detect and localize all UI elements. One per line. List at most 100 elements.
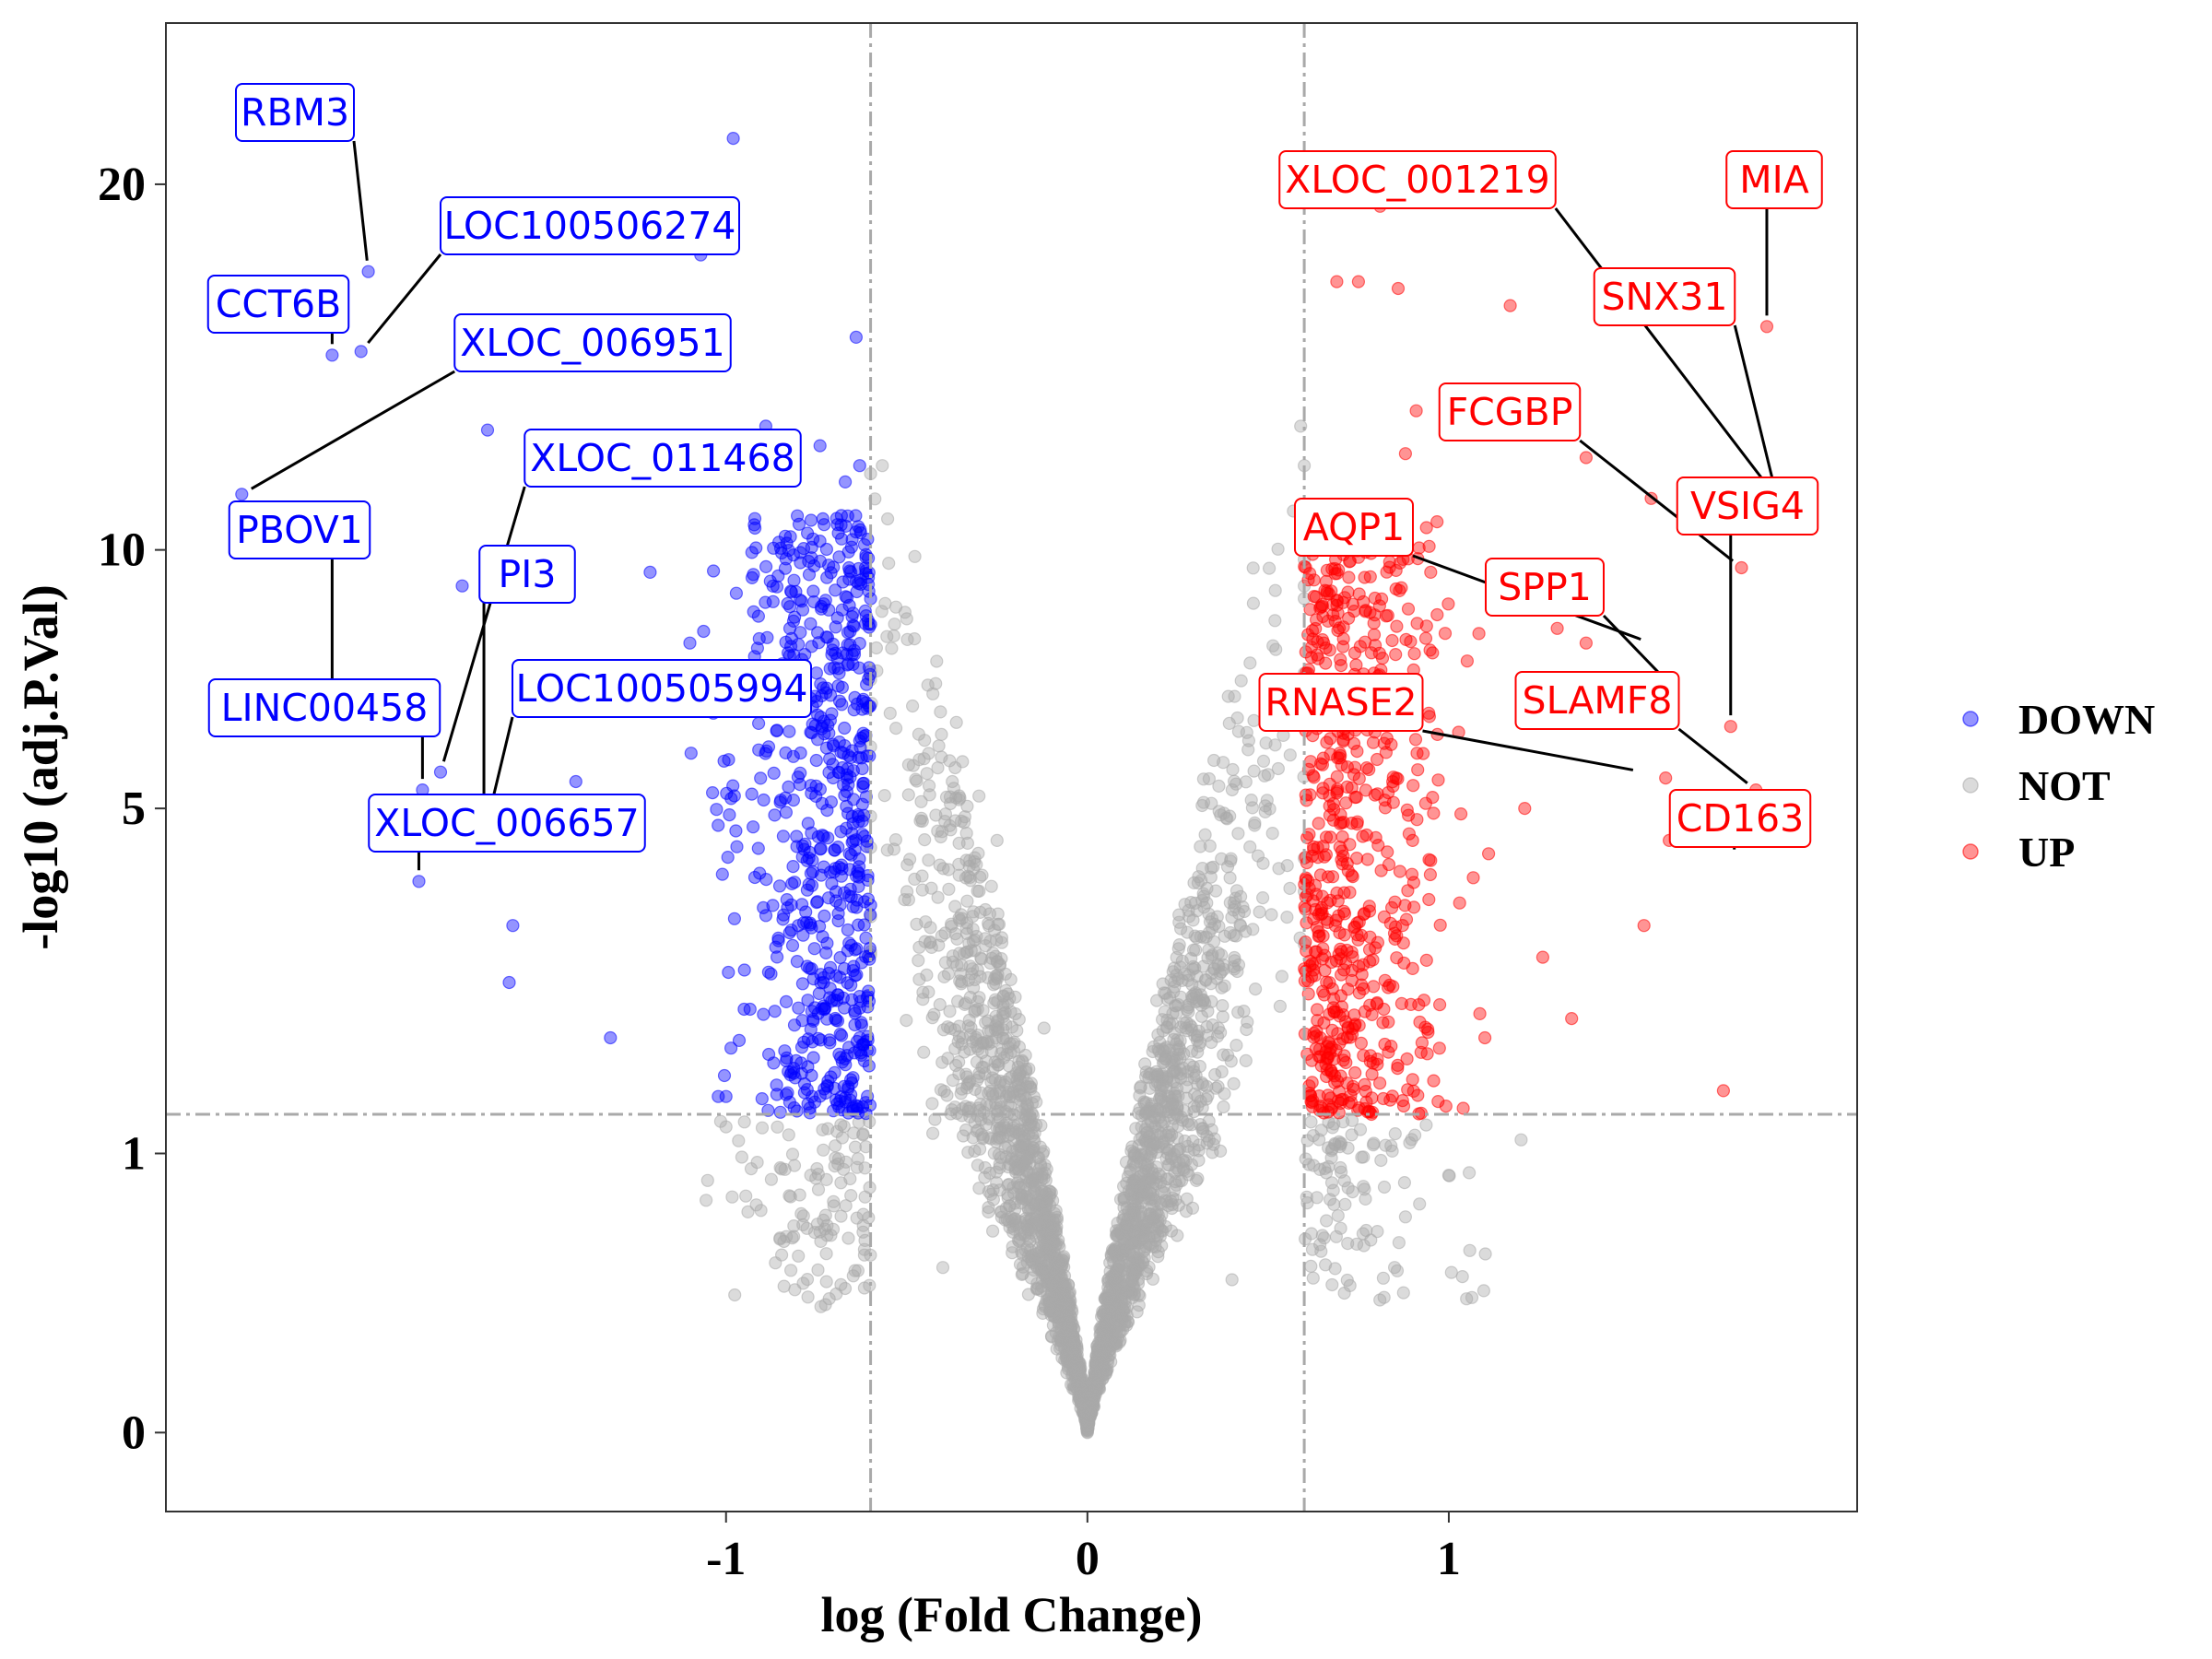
gene-label-text: XLOC_011468 [530, 436, 794, 480]
point-not [1262, 561, 1277, 575]
point-not [1146, 1272, 1160, 1286]
point-up [1477, 1030, 1492, 1045]
point-not [856, 1127, 870, 1141]
point-not [1357, 1150, 1371, 1164]
point-down [717, 1068, 732, 1083]
point-not [999, 1031, 1013, 1045]
point-not [1419, 1118, 1433, 1132]
point-down [807, 942, 821, 956]
point-not [821, 1122, 835, 1135]
point-not [1020, 1219, 1035, 1234]
gene-label-text: CCT6B [216, 282, 342, 326]
point-down [835, 603, 849, 617]
point-not [917, 752, 931, 766]
point-down [810, 626, 825, 640]
point-not [737, 1115, 751, 1129]
point-up [1319, 641, 1333, 655]
point-not [1226, 762, 1240, 777]
point-not [810, 1161, 824, 1176]
point-down [828, 1065, 841, 1079]
point-up [1380, 565, 1394, 579]
point-not [880, 843, 894, 857]
point-not [1074, 1401, 1088, 1415]
point-down [779, 994, 794, 1009]
point-not [925, 1011, 939, 1025]
point-not [941, 1052, 955, 1065]
point-down [851, 807, 865, 822]
point-not [912, 953, 925, 968]
point-not [1180, 1003, 1194, 1017]
point-down [796, 541, 811, 556]
point-up [1343, 838, 1357, 852]
point-not [990, 1176, 1004, 1190]
point-not [813, 1225, 827, 1239]
point-not [1172, 937, 1186, 952]
gene-label-text: LOC100505994 [515, 666, 807, 711]
point-down [793, 777, 807, 792]
point-not [819, 1172, 833, 1187]
x-tick-label: 1 [1437, 1533, 1461, 1585]
point-down [843, 750, 858, 765]
point-not [1106, 1244, 1121, 1258]
point-up [1315, 906, 1329, 921]
point-up [1348, 1065, 1362, 1080]
point-down [862, 1059, 877, 1073]
point-not [953, 974, 967, 988]
point-down [817, 975, 830, 990]
point-down [797, 1086, 812, 1100]
point-not [1159, 1151, 1173, 1166]
point-not [1261, 768, 1275, 782]
point-down [767, 766, 781, 781]
point-not [1215, 981, 1229, 994]
point-not [1243, 656, 1257, 670]
point-not [930, 654, 944, 668]
point-down [726, 132, 740, 146]
point-down [746, 820, 760, 834]
point-not [1200, 896, 1214, 910]
plot-panel-border [165, 22, 1858, 1512]
point-up [1347, 1082, 1360, 1097]
point-not [1003, 1199, 1017, 1213]
point-not [1023, 1243, 1038, 1257]
point-not [960, 894, 974, 908]
point-up [1431, 773, 1445, 787]
point-not [1216, 1010, 1230, 1024]
point-down [782, 780, 795, 794]
point-down [781, 900, 794, 915]
point-down [809, 694, 824, 709]
point-down [818, 1002, 831, 1016]
legend-label-not: NOT [2018, 762, 2111, 809]
point-down [814, 1033, 828, 1047]
gene-label-xloc-006657: XLOC_006657 [368, 794, 646, 853]
point-not [1397, 1175, 1412, 1190]
point-not [1027, 1120, 1041, 1134]
point-up [1352, 771, 1366, 786]
point-not [972, 884, 986, 899]
point-not [1002, 1059, 1016, 1073]
point-up [1336, 640, 1350, 653]
point-not [908, 872, 922, 887]
point-up [1386, 980, 1400, 994]
legend-label-up: UP [2018, 829, 2075, 876]
point-not [754, 1204, 768, 1218]
point-down [764, 967, 778, 981]
point-not [1151, 1069, 1165, 1084]
point-not [1155, 1207, 1169, 1222]
point-not [1017, 1088, 1031, 1102]
point-up [1358, 571, 1371, 584]
point-up [1336, 733, 1350, 747]
point-down [737, 1002, 751, 1017]
point-not [1268, 614, 1282, 628]
point-not [844, 1188, 858, 1203]
point-up [1336, 904, 1351, 919]
point-down [354, 345, 368, 359]
point-up [1759, 320, 1774, 334]
point-not [900, 612, 913, 626]
point-up [1393, 556, 1407, 571]
point-not [1192, 1153, 1206, 1168]
point-down [790, 509, 805, 523]
point-not [794, 1206, 808, 1221]
point-up [1407, 647, 1421, 661]
gene-label-rbm3: RBM3 [235, 83, 355, 142]
point-not [920, 767, 934, 781]
